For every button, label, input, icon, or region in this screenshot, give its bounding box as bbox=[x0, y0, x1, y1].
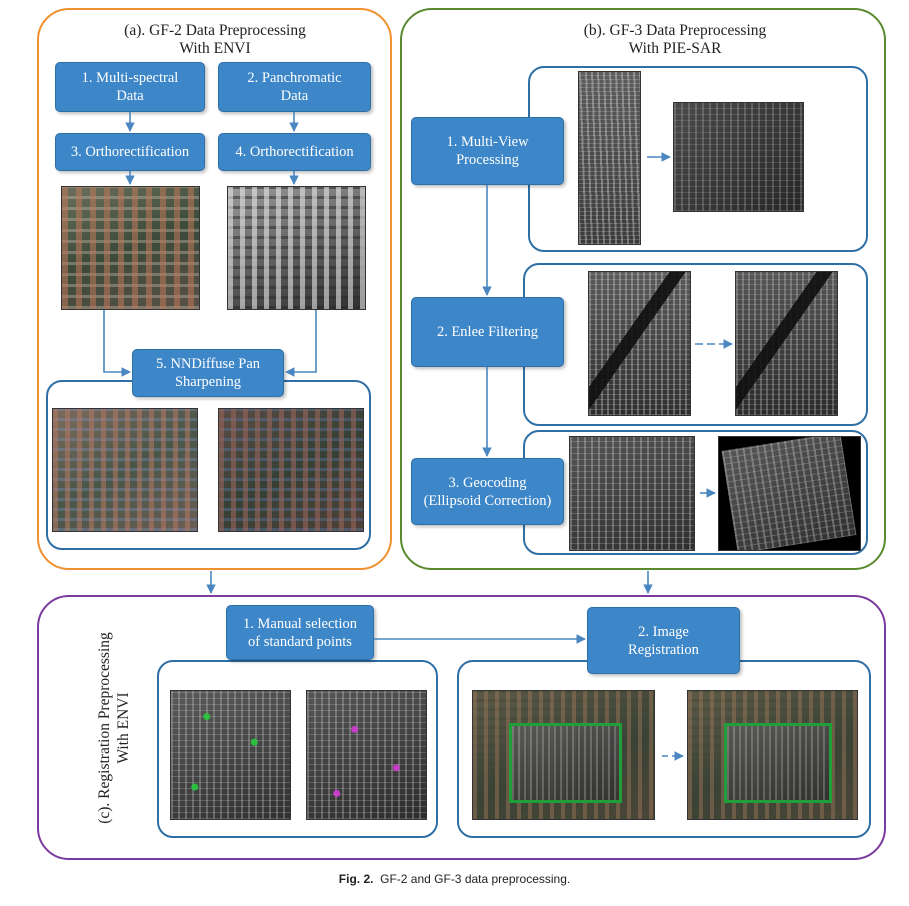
panel-b-gf3 bbox=[400, 8, 886, 570]
sar-after-filter-image bbox=[735, 271, 838, 416]
step-geocoding: 3. Geocoding (Ellipsoid Correction) bbox=[411, 458, 564, 525]
target-points-image bbox=[306, 690, 427, 820]
caption-label: Fig. 2. bbox=[338, 872, 374, 886]
registration-after-overlay bbox=[724, 723, 832, 803]
registration-before-image bbox=[472, 690, 655, 820]
step-panchromatic-data: 2. Panchromatic Data bbox=[218, 62, 371, 112]
registration-before-overlay bbox=[509, 723, 622, 803]
sar-geocoded-image bbox=[718, 436, 861, 551]
step-multispectral-data: 1. Multi-spectral Data bbox=[55, 62, 205, 112]
pan-sharpened-image-1 bbox=[52, 408, 198, 532]
pan-sharpened-image-2 bbox=[218, 408, 364, 532]
reference-points-image bbox=[170, 690, 291, 820]
step-nndiffuse-pan-sharpening: 5. NNDiffuse Pan Sharpening bbox=[132, 349, 284, 397]
panchromatic-image bbox=[227, 186, 366, 310]
panel-b-title: (b). GF-3 Data Preprocessing With PIE-SA… bbox=[583, 22, 767, 57]
sar-geocoded-footprint bbox=[721, 437, 857, 550]
panel-a-title: (a). GF-2 Data Preprocessing With ENVI bbox=[124, 22, 306, 57]
step-enlee-filtering: 2. Enlee Filtering bbox=[411, 297, 564, 367]
step-orthorectification-ms: 3. Orthorectification bbox=[55, 133, 205, 171]
step-orthorectification-pan: 4. Orthorectification bbox=[218, 133, 371, 171]
sar-multiview-image bbox=[673, 102, 804, 212]
sar-raw-image bbox=[578, 71, 641, 245]
step-multiview-processing: 1. Multi-View Processing bbox=[411, 117, 564, 185]
sar-before-filter-image bbox=[588, 271, 691, 416]
sar-before-geocoding-image bbox=[569, 436, 695, 551]
step-image-registration: 2. Image Registration bbox=[587, 607, 740, 674]
step-manual-selection: 1. Manual selection of standard points bbox=[226, 605, 374, 660]
manual-selection-results bbox=[157, 660, 438, 838]
caption-text: GF-2 and GF-3 data preprocessing. bbox=[380, 872, 571, 886]
multispectral-image bbox=[61, 186, 200, 310]
panel-c-title: (c). Registration Preprocessing With ENV… bbox=[96, 632, 132, 824]
panel-c-registration bbox=[37, 595, 886, 860]
figure-caption: Fig. 2. GF-2 and GF-3 data preprocessing… bbox=[0, 872, 909, 886]
registration-after-image bbox=[687, 690, 858, 820]
panel-a-gf2 bbox=[37, 8, 392, 570]
